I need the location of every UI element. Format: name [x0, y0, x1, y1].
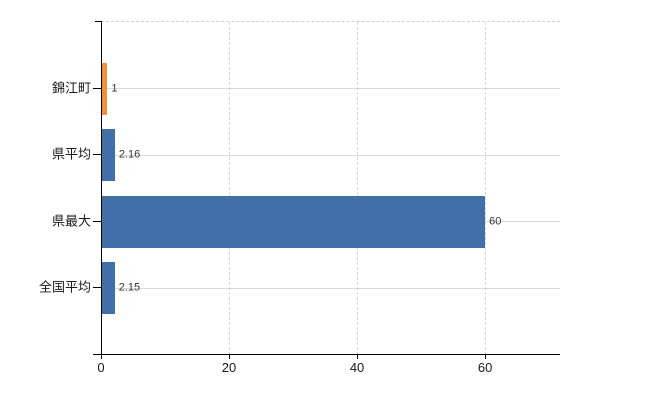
- y-axis-tick: [93, 154, 101, 156]
- x-axis-tick-label: 40: [349, 360, 365, 375]
- gridline-vertical: [357, 22, 359, 355]
- x-axis-tick-label: 20: [221, 360, 237, 375]
- category-label: 錦江町: [51, 80, 91, 96]
- x-axis-tick-label: 0: [97, 360, 105, 375]
- plot-area: 1 2.16 60 2.15: [101, 21, 560, 355]
- x-axis-tick: [357, 354, 359, 359]
- bar-value-label: 1: [111, 82, 118, 95]
- bar-4: [101, 262, 115, 315]
- x-axis-line: [93, 354, 560, 355]
- y-axis-top-tick: [95, 21, 101, 22]
- y-axis-tick: [93, 220, 101, 222]
- gridline-vertical: [485, 22, 487, 355]
- gridline-horizontal: [101, 88, 560, 90]
- bar-1: [101, 62, 108, 115]
- bar-value-label: 60: [489, 215, 502, 228]
- x-axis-tick-label: 60: [477, 360, 493, 375]
- y-axis-tick: [93, 87, 101, 89]
- x-axis-tick: [485, 354, 487, 359]
- category-label: 全国平均: [38, 279, 91, 295]
- x-axis-tick: [229, 354, 231, 359]
- y-axis-spine: [101, 21, 102, 354]
- bar-value-label: 2.15: [118, 281, 141, 294]
- bar-3: [101, 195, 486, 248]
- bar-2: [101, 129, 115, 182]
- gridline-horizontal: [101, 287, 560, 289]
- gridline-horizontal: [101, 154, 560, 156]
- category-label: 県最大: [51, 213, 91, 229]
- gridline-vertical: [229, 22, 231, 355]
- y-axis-tick: [93, 287, 101, 289]
- bar-value-label: 2.16: [118, 148, 141, 161]
- x-axis-tick: [101, 354, 102, 359]
- category-label: 県平均: [51, 146, 91, 162]
